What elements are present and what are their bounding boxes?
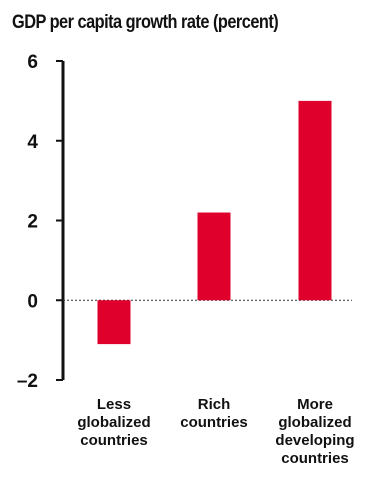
y-tick-label: 0 [27,291,38,312]
bar [97,300,131,345]
y-tick-label: –2 [17,371,38,392]
category-label: More globalized developing countries [275,396,354,467]
y-tick-label: 4 [27,132,38,153]
y-tick-label: 2 [27,212,38,233]
category-label: Rich countries [180,396,248,431]
category-label: Less globalized countries [77,396,150,449]
y-tick-label: 6 [27,52,38,73]
chart-title: GDP per capita growth rate (percent) [12,12,279,33]
bar [298,100,332,301]
bar [197,212,231,301]
